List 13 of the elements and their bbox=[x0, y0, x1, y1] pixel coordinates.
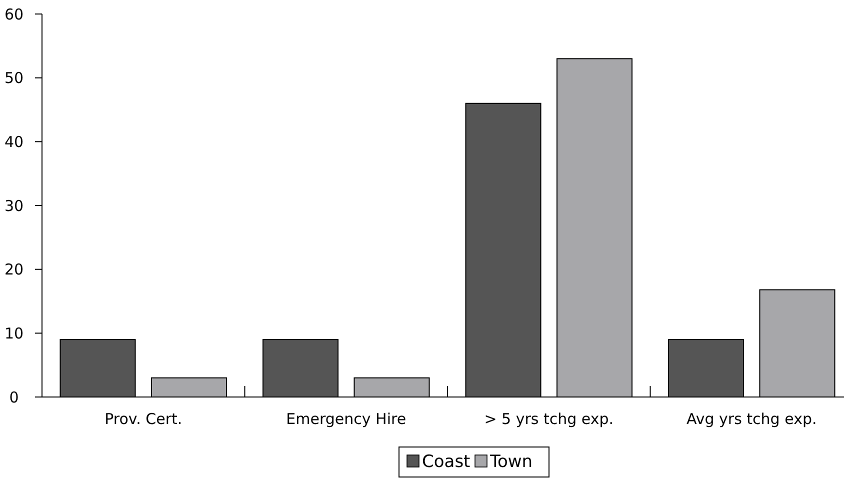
y-tick-label: 60 bbox=[4, 5, 24, 24]
y-tick-label: 20 bbox=[4, 260, 24, 279]
y-tick-label: 40 bbox=[4, 132, 24, 151]
y-tick-label: 30 bbox=[4, 196, 24, 215]
x-tick-label: > 5 yrs tchg exp. bbox=[484, 410, 614, 428]
x-tick-label: Avg yrs tchg exp. bbox=[686, 410, 817, 428]
y-tick-label: 50 bbox=[4, 69, 24, 88]
legend-label: Coast bbox=[422, 452, 471, 472]
legend-label: Town bbox=[489, 452, 533, 472]
y-tick-label: 10 bbox=[4, 324, 24, 342]
x-tick-label: Emergency Hire bbox=[286, 410, 406, 428]
y-tick-label: 0 bbox=[9, 388, 19, 406]
x-tick-label: Prov. Cert. bbox=[104, 410, 182, 428]
